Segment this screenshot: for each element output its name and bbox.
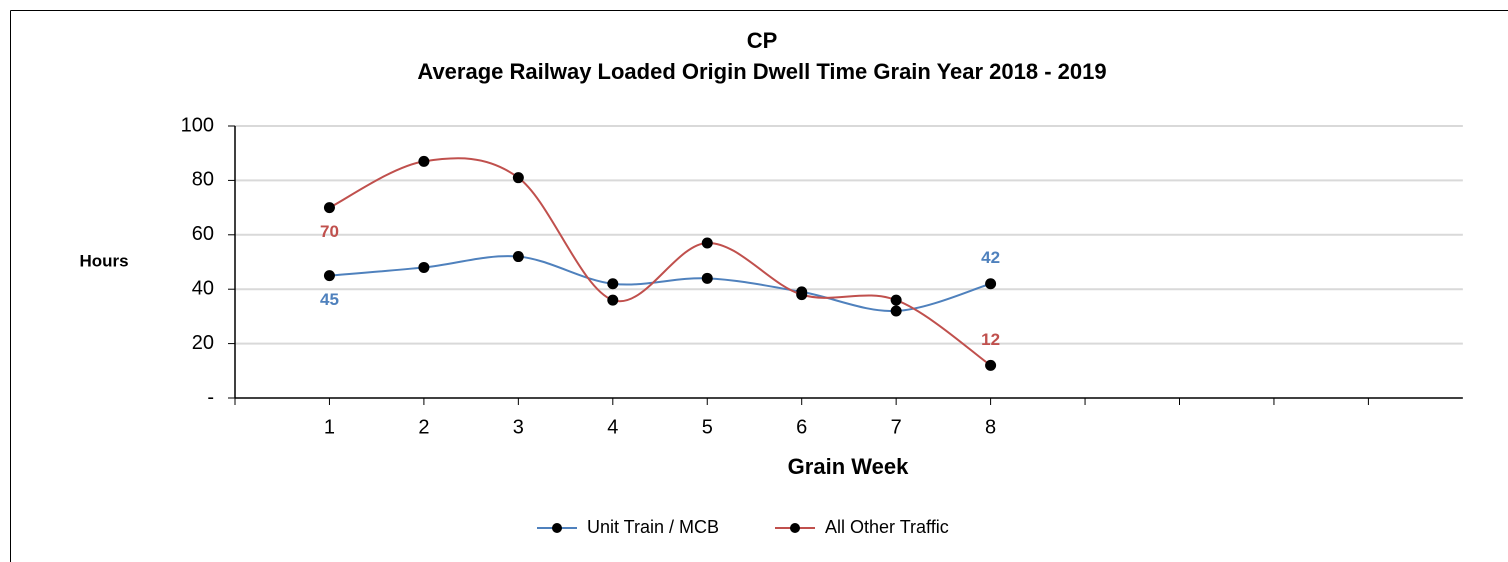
data-point	[890, 305, 902, 317]
x-tick-label: 1	[324, 416, 335, 438]
data-point	[701, 237, 713, 249]
data-point	[796, 289, 808, 301]
chart-title: CP	[747, 28, 778, 53]
x-axis-label: Grain Week	[788, 454, 909, 479]
y-tick-label: 100	[181, 114, 214, 136]
y-tick-label: 60	[192, 223, 214, 245]
data-point	[512, 172, 524, 184]
x-tick-label: 4	[607, 416, 618, 438]
x-tick-label: 6	[796, 416, 807, 438]
chart-subtitle: Average Railway Loaded Origin Dwell Time…	[417, 59, 1106, 84]
x-tick-label: 5	[702, 416, 713, 438]
data-point	[890, 294, 902, 306]
series-line	[329, 157, 992, 367]
data-point	[512, 251, 524, 263]
y-tick-label: 80	[192, 169, 214, 191]
data-point	[985, 359, 997, 371]
data-point	[323, 202, 335, 214]
y-axis-label: Hours	[79, 251, 128, 270]
x-tick-label: 3	[513, 416, 524, 438]
data-point	[607, 294, 619, 306]
data-label: 45	[320, 290, 339, 309]
data-label: 12	[981, 330, 1000, 349]
x-tick-label: 7	[891, 416, 902, 438]
legend-label: Unit Train / MCB	[587, 517, 719, 537]
legend-marker	[552, 523, 562, 533]
data-point	[323, 270, 335, 282]
x-tick-label: 8	[985, 416, 996, 438]
y-tick-label: -	[207, 386, 214, 408]
data-label: 70	[320, 222, 339, 241]
data-point	[418, 155, 430, 167]
legend-label: All Other Traffic	[825, 517, 949, 537]
y-tick-label: 40	[192, 277, 214, 299]
data-point	[607, 278, 619, 290]
data-point	[418, 261, 430, 273]
series-line	[329, 255, 991, 312]
y-tick-label: 20	[192, 332, 214, 354]
x-tick-label: 2	[418, 416, 429, 438]
data-point	[701, 272, 713, 284]
legend-marker	[790, 523, 800, 533]
data-point	[985, 278, 997, 290]
data-label: 42	[981, 248, 1000, 267]
